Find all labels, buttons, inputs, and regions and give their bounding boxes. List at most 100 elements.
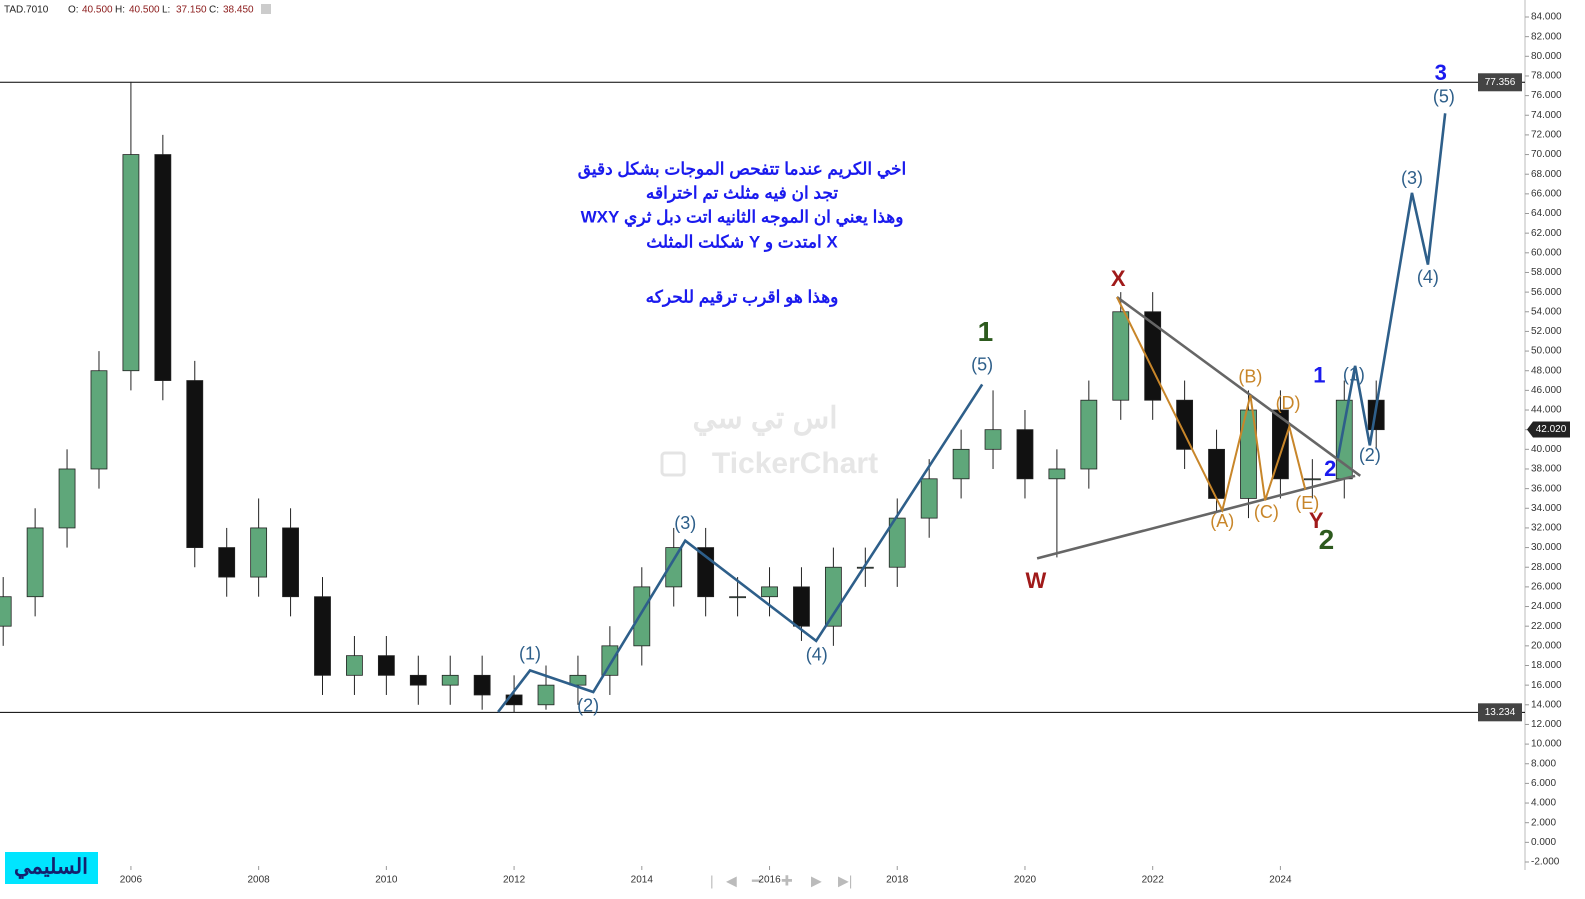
candle-body	[1112, 311, 1130, 401]
wave-label: (4)	[806, 644, 828, 664]
y-tick-label: 70.000	[1531, 149, 1562, 160]
ohlc-label: H:	[115, 5, 125, 16]
note-line: تجد ان فيه مثلث تم اختراقه	[646, 183, 838, 203]
candle-body	[952, 448, 970, 480]
candle-body	[1272, 409, 1289, 480]
last-price-label: 42.020	[1536, 424, 1567, 435]
x-tick-label: 2022	[1142, 875, 1165, 886]
candle-body	[984, 429, 1002, 450]
nav-prev[interactable]: ◀	[726, 873, 737, 889]
candle-body	[1016, 429, 1034, 480]
note-line: X امتدت و Y شكلت المثلث	[646, 232, 838, 252]
y-tick-label: 62.000	[1531, 228, 1562, 239]
nav-zoom-out[interactable]: ━	[751, 873, 761, 889]
candle-body	[888, 517, 906, 568]
wave-label: (4)	[1417, 267, 1439, 287]
candle-body	[920, 478, 938, 519]
candle-body	[761, 586, 778, 598]
y-tick-label: 82.000	[1531, 31, 1562, 42]
wave-line	[1336, 113, 1447, 459]
header-button[interactable]	[261, 4, 271, 14]
y-tick-label: 8.000	[1531, 758, 1556, 769]
wave-label: (1)	[1343, 364, 1365, 384]
y-tick-label: 66.000	[1531, 189, 1562, 200]
candle-body	[441, 674, 459, 686]
candle-body	[377, 655, 395, 676]
y-tick-label: 10.000	[1531, 739, 1562, 750]
wave-label: Y	[1309, 508, 1324, 533]
candle-body	[1303, 478, 1321, 481]
candle-body	[154, 154, 172, 381]
ohlc-value: 40.500	[129, 5, 160, 16]
candle-body	[409, 674, 427, 686]
y-tick-label: 48.000	[1531, 365, 1562, 376]
candle-body	[314, 596, 331, 676]
y-tick-label: 22.000	[1531, 621, 1562, 632]
wave-label: 1	[978, 316, 994, 347]
candle-body	[665, 547, 683, 588]
wave-label: 1	[1313, 362, 1325, 387]
y-tick-label: 12.000	[1531, 719, 1562, 730]
note-line: وهذا هو اقرب ترقيم للحركه	[646, 287, 839, 307]
wave-label: 2	[1319, 524, 1335, 555]
candle-body	[0, 596, 12, 627]
level-label: 77.356	[1485, 77, 1516, 88]
wave-label: (C)	[1254, 502, 1279, 522]
y-tick-label: 72.000	[1531, 130, 1562, 141]
watermark: اس تي سي	[692, 402, 837, 436]
x-tick-label: 2018	[886, 875, 909, 886]
nav-start[interactable]: |	[710, 873, 714, 889]
wave-label: (E)	[1295, 493, 1319, 513]
candle-body	[729, 596, 746, 599]
y-tick-label: 56.000	[1531, 287, 1562, 298]
candle-body	[186, 380, 204, 548]
candle-body	[633, 586, 651, 647]
wave-label: 2	[1324, 456, 1336, 481]
nav-end[interactable]: ▶|	[838, 873, 852, 889]
ohlc-value: 37.150	[176, 5, 207, 16]
wave-line	[1116, 296, 1307, 514]
note-line: اخي الكريم عندما تتفحص الموجات بشكل دقيق	[578, 159, 907, 179]
y-tick-label: 58.000	[1531, 267, 1562, 278]
y-tick-label: 80.000	[1531, 51, 1562, 62]
author: السليمي	[14, 856, 88, 880]
candle-body	[569, 674, 587, 686]
y-tick-label: 38.000	[1531, 464, 1562, 475]
wave-label: (1)	[519, 643, 541, 663]
nav-zoom-in[interactable]: ✚	[781, 873, 793, 889]
candle-body	[1208, 448, 1225, 499]
wave-label: (2)	[577, 696, 599, 716]
candle-body	[282, 527, 299, 598]
y-tick-label: 76.000	[1531, 90, 1562, 101]
wave-line	[1116, 295, 1362, 477]
ohlc-label: O:	[68, 5, 79, 16]
ohlc-value: 38.450	[223, 5, 254, 16]
wave-line	[1036, 474, 1356, 560]
candle-body	[1176, 399, 1194, 450]
wave-label: (D)	[1276, 393, 1301, 413]
wave-label: W	[1025, 568, 1046, 593]
y-tick-label: 18.000	[1531, 660, 1562, 671]
symbol: TAD.7010	[4, 5, 49, 16]
y-tick-label: -2.000	[1531, 857, 1560, 868]
candle-body	[537, 684, 555, 706]
x-tick-label: 2012	[503, 875, 526, 886]
candle-body	[90, 370, 108, 470]
y-tick-label: 64.000	[1531, 208, 1562, 219]
candle-body	[346, 655, 363, 676]
author-box	[5, 852, 98, 884]
y-tick-label: 74.000	[1531, 110, 1562, 121]
y-tick-label: 52.000	[1531, 326, 1562, 337]
plot-area: 77.356 13.234 (1) (2) (3) (4) (5) 1 X W (A) (B) (C) (…	[0, 60, 1525, 722]
header: TAD.7010 O: 40.500 H: 40.500 L: 37.150 C: 38.45…	[4, 5, 254, 16]
y-tick-label: 54.000	[1531, 306, 1562, 317]
x-tick-label: 2020	[1014, 875, 1037, 886]
y-tick-label: 24.000	[1531, 601, 1562, 612]
watermark: TickerChart	[712, 447, 878, 480]
candle-body	[26, 527, 44, 598]
y-tick-label: 84.000	[1531, 12, 1562, 23]
y-tick-label: 78.000	[1531, 71, 1562, 82]
nav-next[interactable]: ▶	[811, 873, 822, 889]
y-tick-label: 46.000	[1531, 385, 1562, 396]
